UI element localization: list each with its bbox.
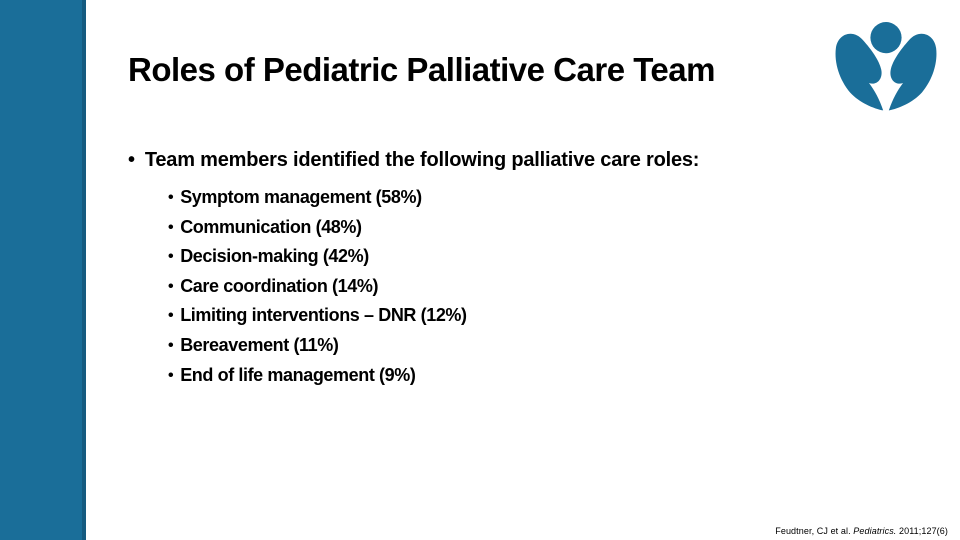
citation-volume: 2011;127(6) — [899, 526, 948, 536]
list-item-text: Limiting interventions – DNR (12%) — [180, 305, 467, 326]
lead-bullet-line: • Team members identified the following p… — [128, 149, 699, 172]
bullet-marker: • — [168, 307, 174, 325]
list-item: • Symptom management (58%) — [168, 183, 467, 213]
list-item-text: End of life management (9%) — [180, 364, 416, 385]
left-accent-bar — [0, 0, 86, 540]
list-item: • Decision-making (42%) — [168, 242, 467, 272]
list-item: • Bereavement (11%) — [168, 331, 467, 361]
citation-journal: Pediatrics. — [853, 526, 900, 536]
list-item-text: Care coordination (14%) — [180, 275, 379, 296]
list-item: • Care coordination (14%) — [168, 272, 467, 302]
citation-footnote: Feudtner, CJ et al. Pediatrics. 2011;127… — [775, 526, 948, 536]
list-item: • Communication (48%) — [168, 213, 467, 243]
list-item-text: Bereavement (11%) — [180, 334, 339, 355]
page-title: Roles of Pediatric Palliative Care Team — [128, 51, 715, 89]
role-bullet-list: • Symptom management (58%) • Communication… — [168, 183, 467, 390]
bullet-marker: • — [168, 218, 174, 236]
list-item-text: Communication (48%) — [180, 216, 362, 237]
list-item-text: Symptom management (58%) — [180, 187, 422, 207]
bullet-marker: • — [168, 248, 174, 266]
bullet-marker: • — [168, 366, 174, 384]
citation-authors: Feudtner, CJ et al. — [775, 526, 854, 536]
bullet-marker: • — [168, 336, 174, 354]
caring-hands-person-icon — [834, 20, 938, 112]
list-item: • Limiting interventions – DNR (12%) — [168, 301, 467, 331]
list-item: • End of life management (9%) — [168, 361, 467, 391]
bullet-marker: • — [168, 189, 174, 206]
bullet-marker: • — [128, 149, 135, 171]
list-item-text: Decision-making (42%) — [180, 246, 369, 267]
lead-bullet-text: Team members identified the following pa… — [144, 149, 700, 171]
bullet-marker: • — [168, 277, 174, 295]
